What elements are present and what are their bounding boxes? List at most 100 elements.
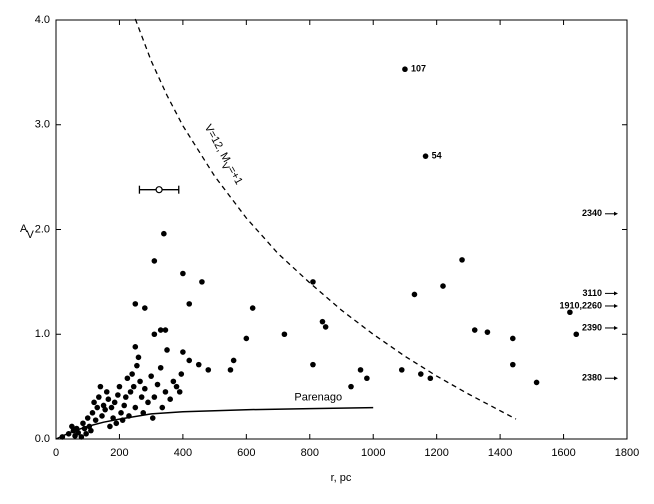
point	[157, 364, 164, 371]
point	[97, 383, 104, 390]
point	[130, 383, 137, 390]
x-tick-label: 0	[53, 447, 59, 459]
point	[510, 335, 516, 342]
offscale-label: 2390	[582, 322, 602, 332]
point	[127, 389, 134, 395]
point	[322, 324, 329, 330]
point	[59, 434, 66, 440]
point	[111, 399, 118, 406]
point	[195, 361, 202, 368]
x-tick-label: 1400	[488, 447, 512, 459]
point	[151, 258, 158, 264]
point	[170, 378, 177, 385]
point	[132, 404, 139, 411]
point	[88, 427, 94, 434]
point	[107, 423, 113, 430]
curve-label-part: V	[219, 161, 232, 172]
point	[83, 430, 89, 437]
point	[75, 429, 82, 436]
point-label: 107	[411, 64, 426, 74]
plot-frame	[55, 19, 628, 440]
point	[199, 279, 205, 285]
point	[176, 389, 183, 395]
point	[145, 399, 151, 406]
point	[161, 230, 167, 237]
point	[180, 349, 186, 355]
point	[89, 410, 96, 416]
point	[186, 301, 193, 307]
y-tick-label: 1.0	[35, 328, 50, 340]
offscale-arrowhead	[614, 376, 618, 381]
point	[484, 329, 491, 335]
curve	[134, 18, 517, 420]
point-label: 54	[432, 151, 442, 161]
curve-label-part: =+1	[225, 164, 245, 186]
point	[510, 361, 516, 368]
point	[533, 379, 540, 386]
point	[398, 367, 405, 373]
point	[567, 309, 573, 316]
x-axis-label: r, pc	[331, 472, 352, 484]
x-tick-label: 200	[110, 447, 128, 459]
point	[84, 415, 91, 421]
point	[135, 354, 142, 361]
offscale-label: 2340	[582, 208, 602, 218]
point	[357, 367, 364, 373]
point	[471, 327, 478, 333]
point	[573, 331, 580, 338]
point	[227, 367, 234, 373]
y-tick-label: 3.0	[35, 119, 50, 131]
point	[138, 394, 145, 400]
point	[440, 283, 446, 289]
point	[418, 371, 424, 377]
offscale-arrowhead	[614, 303, 618, 308]
point	[113, 420, 120, 427]
point	[249, 305, 256, 311]
point	[151, 331, 158, 338]
point	[118, 410, 124, 416]
point	[180, 270, 186, 277]
point	[310, 361, 316, 368]
point	[162, 327, 169, 333]
point	[108, 404, 115, 411]
x-tick-label: 1800	[615, 447, 639, 459]
point	[132, 344, 139, 350]
point	[103, 389, 110, 395]
offscale-arrowhead	[614, 211, 618, 216]
point	[102, 406, 108, 413]
point	[205, 367, 212, 373]
offscale-arrowhead	[614, 291, 618, 296]
point	[140, 410, 147, 416]
point	[157, 327, 164, 333]
point	[137, 378, 143, 385]
point	[129, 371, 135, 377]
point	[402, 66, 408, 73]
point	[94, 404, 101, 411]
point	[459, 257, 465, 263]
point	[173, 383, 180, 390]
point	[167, 396, 173, 402]
x-tick-label: 1600	[551, 447, 575, 459]
offscale-label: 2380	[582, 373, 602, 383]
point	[162, 389, 169, 395]
x-tick-label: 1200	[424, 447, 448, 459]
x-tick-label: 1000	[361, 447, 385, 459]
offscale-arrowhead	[614, 325, 618, 330]
point	[121, 402, 128, 409]
point	[411, 291, 418, 298]
curve-label-part: Parenago	[294, 391, 342, 403]
point	[422, 153, 429, 159]
point	[427, 375, 434, 382]
point	[65, 430, 72, 437]
point	[96, 394, 102, 400]
point	[110, 415, 116, 421]
offscale-label: 3110	[582, 288, 602, 298]
y-axis-label-sub: V	[27, 229, 35, 241]
point	[149, 415, 156, 421]
y-tick-label: 4.0	[35, 14, 50, 26]
x-tick-label: 600	[237, 447, 255, 459]
point	[319, 318, 326, 325]
point	[154, 381, 161, 388]
curve-label-part: V=12, M	[202, 122, 233, 164]
